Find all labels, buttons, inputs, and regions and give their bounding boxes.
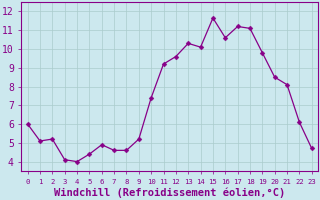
X-axis label: Windchill (Refroidissement éolien,°C): Windchill (Refroidissement éolien,°C) — [54, 187, 285, 198]
